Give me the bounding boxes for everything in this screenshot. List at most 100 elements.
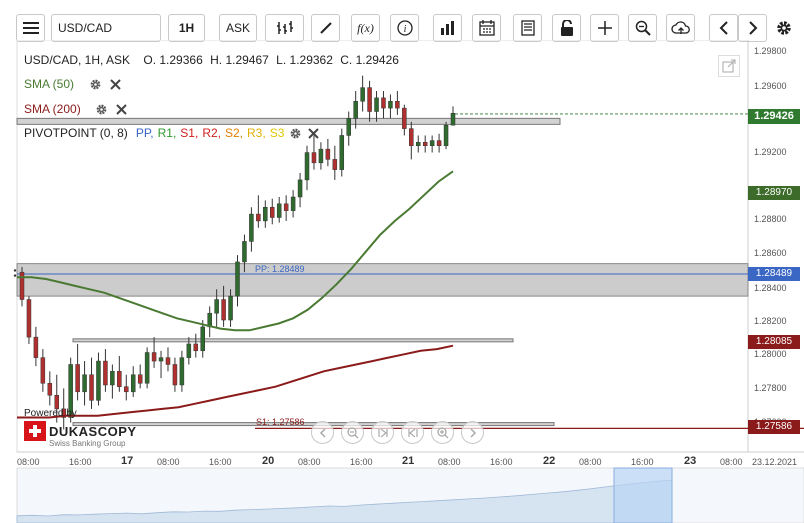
close-icon[interactable] [115,102,129,116]
candle-body [200,326,205,352]
pivot-legend-r3: R3, [247,126,266,140]
candle-body [270,206,275,218]
candle-body [325,148,331,160]
scroll-left-icon[interactable] [311,421,334,444]
x-tick-day: 17 [121,455,134,467]
candle-body [40,357,46,384]
candle-body [256,213,261,222]
candle-body [214,299,219,314]
timeframe-label: 1H [178,21,195,35]
candle-body [304,152,310,181]
zoom-icon[interactable] [628,14,657,42]
pivot-zone-r1 [16,117,561,125]
candle-body [415,142,421,146]
candle-body [165,357,171,365]
navigator-window [613,467,673,523]
candle-body [436,140,442,146]
sma50-line [17,170,454,332]
bar-chart-icon[interactable] [433,14,462,42]
candle-body [221,299,226,321]
y-tick: 1.28200 [754,316,787,326]
price-chart[interactable] [0,40,804,523]
pivot-legend-s1: S1, [180,126,199,140]
y-tick: 1.29600 [754,81,787,91]
pivot-legend-r1: R1, [157,126,177,140]
swiss-cross-icon [24,421,46,441]
marker-dot [13,274,17,277]
candle-body [158,357,164,362]
gear-icon[interactable] [288,126,302,140]
candle-body [263,206,268,222]
candle-body [374,97,379,112]
logo-subtitle: Swiss Banking Group [49,439,126,448]
chart-area[interactable]: USD/CAD, 1H, ASK O. 1.29366 H. 1.29467 L… [0,40,804,523]
pivot-legend-pp: PP, [135,126,154,140]
navigator-area [16,479,673,523]
zoom-in-icon[interactable] [431,421,454,444]
side-label: ASK [225,21,250,35]
x-tick: 16:00 [631,457,654,467]
close-value: C. 1.29426 [340,53,399,67]
timeframe-button[interactable]: 1H [168,14,205,42]
s1-line-label: S1: 1.27586 [256,417,305,427]
document-icon[interactable] [513,14,542,42]
x-tick-day: 23 [684,455,697,467]
candle-body [179,357,185,386]
gear-icon[interactable] [88,77,102,91]
x-tick-day: 22 [543,455,556,467]
x-tick: 08:00 [17,457,40,467]
function-icon[interactable]: f(x) [351,14,380,42]
candle-body [144,352,150,384]
candle-body [297,179,303,198]
current-price-tag: 1.29426 [748,109,800,124]
side-button[interactable]: ASK [219,14,257,42]
expand-icon[interactable] [718,55,740,77]
chart-type-icon[interactable] [265,14,304,42]
y-tick: 1.28000 [754,349,787,359]
x-tick: 16:00 [69,457,92,467]
pivot-legend-s3: S3 [269,126,285,140]
gear-icon[interactable] [769,14,798,42]
candle-body [110,371,115,386]
prev-arrow-icon[interactable] [709,14,738,42]
pause-icon[interactable] [371,421,394,444]
close-icon[interactable] [108,77,122,91]
candle-body [249,213,254,242]
zoom-out-icon[interactable] [341,421,364,444]
candle-body [409,128,414,146]
x-tick: 16:00 [350,457,373,467]
candle-body [346,118,351,136]
candle-body [443,124,449,146]
ohlc-header: USD/CAD, 1H, ASK O. 1.29366 H. 1.29467 L… [24,53,403,67]
cloud-upload-icon[interactable] [666,14,695,42]
reset-icon[interactable] [401,421,424,444]
candle-body [151,352,157,362]
candle-body [33,336,39,358]
info-icon[interactable]: i [390,14,419,42]
y-tick: 1.29200 [754,147,787,157]
candle-body [137,374,143,384]
close-icon[interactable] [306,126,320,140]
open-value: O. 1.29366 [143,53,203,67]
calendar-icon[interactable] [472,14,501,42]
hamburger-icon[interactable] [16,14,45,42]
x-tick: 16:00 [209,457,232,467]
candle-body [283,203,289,211]
candle-body [381,97,386,109]
gear-icon[interactable] [95,102,109,116]
low-value: L. 1.29362 [276,53,333,67]
next-arrow-icon[interactable] [738,14,767,42]
indicator-label: SMA (200) [24,102,81,116]
instrument-label: USD/CAD, 1H, ASK [24,53,131,67]
symbol-selector[interactable]: USD/CAD [51,14,161,42]
draw-line-icon[interactable] [311,14,340,42]
high-value: H. 1.29467 [210,53,269,67]
crosshair-icon[interactable] [590,14,619,42]
sma200-line [17,344,454,419]
candle-body [61,408,66,418]
pivot-zone-pp [16,263,749,297]
candle-body [68,364,73,418]
logo-name: DUKASCOPY [49,423,137,439]
lock-icon[interactable] [552,14,581,42]
scroll-right-icon[interactable] [461,421,484,444]
